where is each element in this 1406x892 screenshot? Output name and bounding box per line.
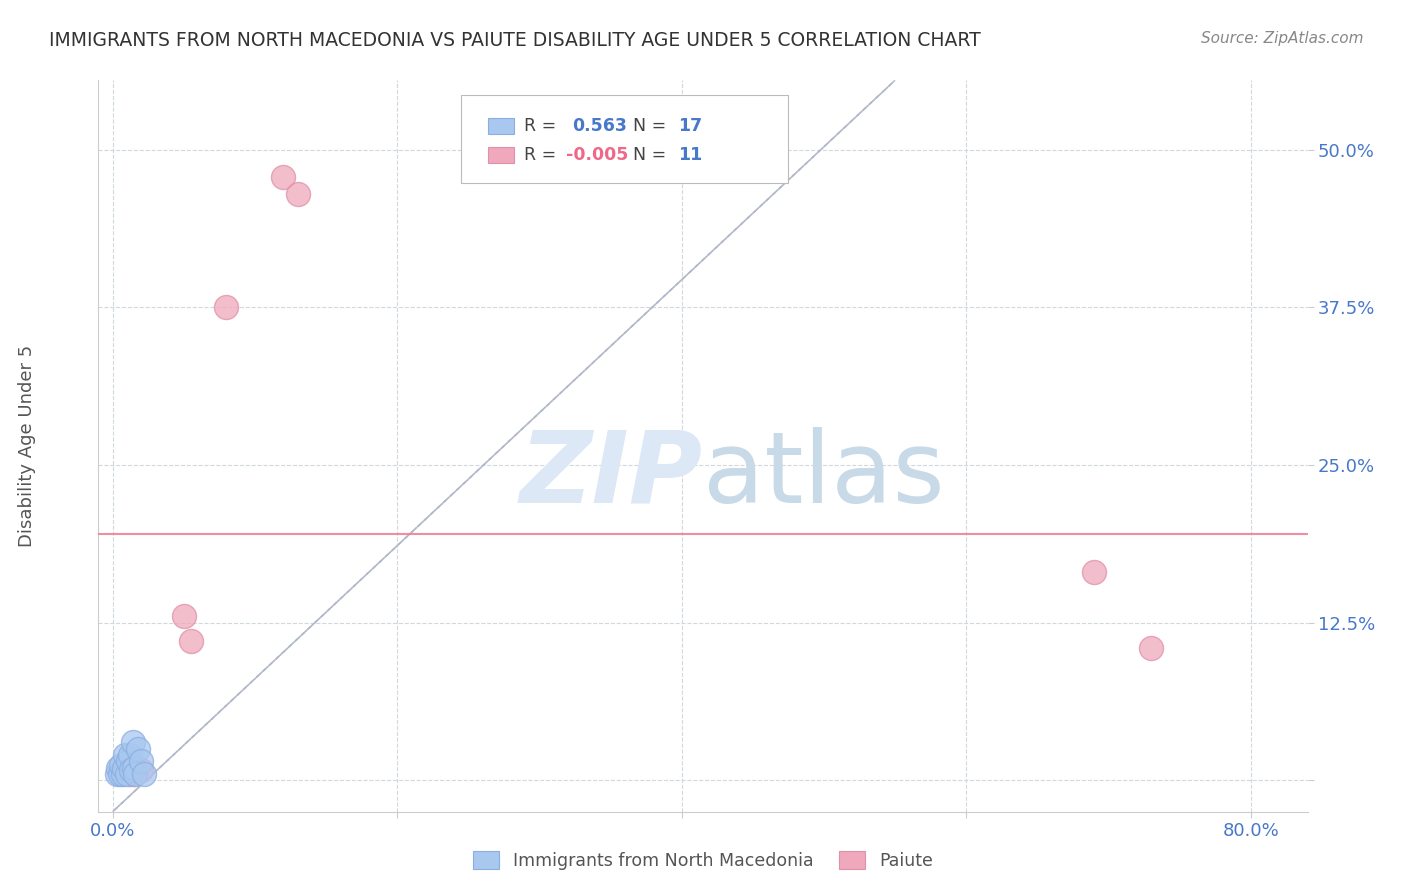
Point [273,170,295,185]
Point [110,758,132,772]
Text: 17: 17 [678,117,702,135]
Point [129,754,152,768]
Point [118,767,141,781]
Point [1083,565,1105,579]
Point [121,735,143,749]
Text: -0.005: -0.005 [567,146,628,164]
Point [1140,640,1163,655]
Point [115,767,138,781]
Text: 0.563: 0.563 [572,117,627,135]
Point [287,186,309,201]
Point [122,761,145,775]
Point [120,763,142,777]
Point [114,747,136,762]
Text: Source: ZipAtlas.com: Source: ZipAtlas.com [1201,31,1364,46]
Point [173,609,195,624]
Point [105,767,128,781]
Text: R =: R = [524,117,562,135]
Point [124,767,146,781]
Point [115,761,138,775]
Text: atlas: atlas [703,426,945,524]
Text: N =: N = [633,146,672,164]
Text: IMMIGRANTS FROM NORTH MACEDONIA VS PAIUTE DISABILITY AGE UNDER 5 CORRELATION CHA: IMMIGRANTS FROM NORTH MACEDONIA VS PAIUT… [49,31,981,50]
Point [111,767,134,781]
Point [117,754,139,768]
Point [180,634,202,648]
Point [108,767,131,781]
Point [129,763,152,777]
Point [127,741,149,756]
Bar [488,118,515,134]
Point [118,747,141,762]
Point [215,300,238,314]
Text: N =: N = [633,117,672,135]
Point [122,767,145,781]
Text: 11: 11 [678,146,702,164]
Point [107,761,129,775]
Text: R =: R = [524,146,562,164]
FancyBboxPatch shape [461,95,787,183]
Point [132,767,155,781]
Y-axis label: Disability Age Under 5: Disability Age Under 5 [18,345,37,547]
Text: ZIP: ZIP [520,426,703,524]
Point [112,761,135,775]
Bar [488,147,515,163]
Legend: Immigrants from North Macedonia, Paiute: Immigrants from North Macedonia, Paiute [464,843,942,879]
